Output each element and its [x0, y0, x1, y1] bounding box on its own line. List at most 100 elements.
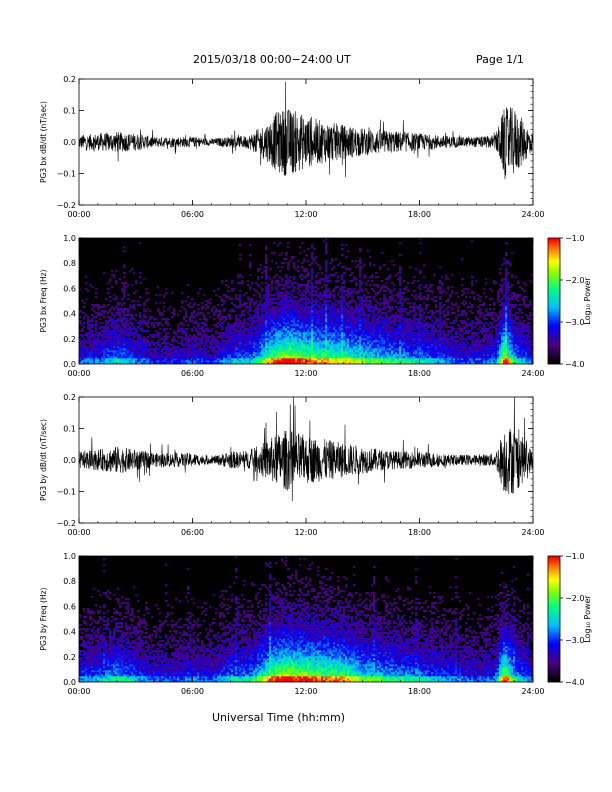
spectrogram-cell: [321, 314, 324, 317]
spectrogram-cell: [249, 360, 252, 363]
spectrogram-cell: [93, 334, 96, 337]
spectrogram-cell: [217, 288, 220, 291]
spectrogram-cell: [335, 308, 338, 311]
spectrogram-cell: [345, 332, 348, 335]
spectrogram-cell: [253, 314, 256, 317]
spectrogram-cell: [315, 340, 318, 343]
spectrogram-cell: [189, 334, 192, 337]
spectrogram-cell: [393, 334, 396, 337]
spectrogram-cell: [103, 330, 106, 333]
spectrogram-cell: [307, 360, 310, 363]
spectrogram-cell: [137, 358, 140, 361]
spectrogram-cell: [299, 284, 302, 287]
spectrogram-cell: [339, 316, 342, 319]
spectrogram-cell: [263, 296, 266, 299]
page-title: 2015/03/18 00:00−24:00 UT: [193, 53, 351, 66]
spectrogram-cell: [207, 350, 210, 353]
spectrogram-cell: [111, 306, 114, 309]
spectrogram-cell: [341, 358, 344, 361]
spectrogram-cell: [365, 336, 368, 339]
spectrogram-cell: [241, 346, 244, 349]
spectrogram-cell: [325, 332, 328, 335]
spectrogram-cell: [255, 362, 258, 364]
spectrogram-cell: [355, 340, 358, 343]
spectrogram-cell: [299, 276, 302, 279]
spectrogram-cell: [335, 354, 338, 357]
spectrogram-cell: [189, 302, 192, 305]
spectrogram-cell: [259, 360, 262, 363]
spectrogram-cell: [125, 342, 128, 345]
spectrogram-cell: [297, 328, 300, 331]
spectrogram-cell: [363, 346, 366, 349]
spectrogram-cell: [287, 336, 290, 339]
spectrogram-cell: [215, 354, 218, 357]
spectrogram-cell: [271, 360, 274, 363]
spectrogram-cell: [215, 324, 218, 327]
spectrogram-cell: [295, 320, 298, 323]
spectrogram-cell: [207, 336, 210, 339]
spectrogram-cell: [265, 346, 268, 349]
spectrogram-cell: [247, 312, 250, 315]
spectrogram-cell: [359, 266, 362, 269]
spectrogram-cell: [79, 346, 82, 349]
spectrogram-cell: [307, 334, 310, 337]
spectrogram-cell: [109, 362, 112, 364]
spectrogram-cell: [315, 322, 318, 325]
spectrogram-cell: [283, 310, 286, 313]
spectrogram-cell: [407, 346, 410, 349]
spectrogram-cell: [253, 294, 256, 297]
spectrogram-cell: [249, 298, 252, 301]
spectrogram-cell: [315, 334, 318, 337]
spectrogram-cell: [285, 340, 288, 343]
spectrogram-cell: [381, 252, 384, 255]
spectrogram-cell: [317, 340, 320, 343]
spectrogram-cell: [143, 342, 146, 345]
spectrogram-cell: [389, 352, 392, 355]
spectrogram-cell: [271, 282, 274, 285]
spectrogram-cell: [351, 272, 354, 275]
spectrogram-cell: [359, 304, 362, 307]
spectrogram-cell: [261, 358, 264, 361]
spectrogram-cell: [359, 282, 362, 285]
spectrogram-cell: [113, 316, 116, 319]
spectrogram-cell: [273, 242, 276, 245]
spectrogram-cell: [135, 346, 138, 349]
spectrogram-cell: [291, 344, 294, 347]
spectrogram-cell: [325, 334, 328, 337]
spectrogram-cell: [113, 274, 116, 277]
spectrogram-cell: [373, 324, 376, 327]
spectrogram-cell: [171, 346, 174, 349]
spectrogram-cell: [293, 334, 296, 337]
spectrogram-cell: [277, 312, 280, 315]
spectrogram-cell: [397, 354, 400, 357]
spectrogram-cell: [81, 300, 84, 303]
spectrogram-cell: [333, 306, 336, 309]
spectrogram-cell: [219, 344, 222, 347]
spectrogram-cell: [297, 362, 300, 364]
spectrogram-cell: [361, 350, 364, 353]
spectrogram-cell: [293, 290, 296, 293]
spectrogram-cell: [295, 356, 298, 359]
spectrogram-cell: [337, 362, 340, 364]
spectrogram-cell: [225, 350, 228, 353]
spectrogram-cell: [289, 316, 292, 319]
spectrogram-cell: [347, 312, 350, 315]
spectrogram-cell: [279, 334, 282, 337]
spectrogram-cell: [377, 362, 380, 364]
spectrogram-cell: [143, 336, 146, 339]
spectrogram-cell: [81, 336, 84, 339]
spectrogram-cell: [399, 254, 402, 257]
spectrogram-cell: [281, 334, 284, 337]
spectrogram-cell: [367, 308, 370, 311]
spectrogram-cell: [303, 334, 306, 337]
spectrogram-cell: [295, 334, 298, 337]
spectrogram-cell: [267, 330, 270, 333]
spectrogram-cell: [93, 344, 96, 347]
spectrogram-cell: [393, 338, 396, 341]
spectrogram-cell: [145, 340, 148, 343]
spectrogram-cell: [375, 348, 378, 351]
spectrogram-cell: [139, 350, 142, 353]
spectrogram-cell: [267, 288, 270, 291]
spectrogram-cell: [161, 360, 164, 363]
spectrogram-cell: [413, 322, 416, 325]
